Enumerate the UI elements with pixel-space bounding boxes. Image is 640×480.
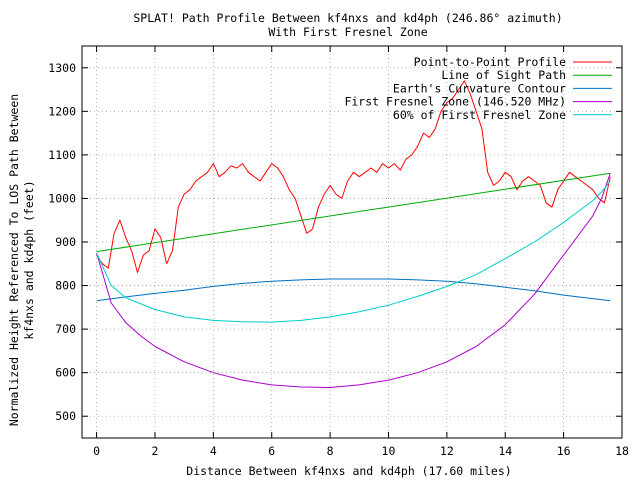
- series-line-point-to-point-profile: [96, 80, 611, 273]
- axis-ticks: 500 600 700 800 900 1000 1100 1200 1300 0 2 4 6 8 10 12…: [48, 46, 629, 458]
- legend-label-earth-s-curvature-contour: Earth's Curvature Contour: [393, 81, 566, 95]
- x-tick-label: 10: [382, 444, 396, 458]
- y-tick-label: 500: [55, 409, 76, 423]
- plot-frame: [81, 45, 623, 439]
- series-lines: [96, 80, 611, 388]
- y-tick-label: 900: [55, 235, 76, 249]
- legend-label-point-to-point-profile: Point-to-Point Profile: [414, 55, 566, 69]
- y-tick-label: 1200: [48, 104, 76, 118]
- y-axis-label-line-1: Normalized Height Referenced To LOS Path…: [7, 94, 21, 426]
- x-tick-label: 0: [93, 444, 100, 458]
- y-tick-label: 1000: [48, 191, 76, 205]
- chart-subtitle: With First Fresnel Zone: [268, 25, 427, 39]
- chart-title: SPLAT! Path Profile Between kf4nxs and k…: [133, 11, 562, 25]
- x-tick-label: 16: [557, 444, 571, 458]
- y-tick-label: 700: [55, 322, 76, 336]
- x-axis-label: Distance Between kf4nxs and kd4ph (17.60…: [186, 464, 511, 478]
- x-tick-label: 12: [440, 444, 454, 458]
- x-tick-label: 2: [152, 444, 159, 458]
- x-tick-label: 18: [615, 444, 629, 458]
- legend-label-first-fresnel-zone-146-520-mhz: First Fresnel Zone (146.520 MHz): [344, 95, 566, 109]
- y-tick-label: 1300: [48, 61, 76, 75]
- y-tick-label: 800: [55, 279, 76, 293]
- y-tick-label: 600: [55, 366, 76, 380]
- y-axis-label-line-2: kf4nxs and kd4ph (feet): [22, 180, 36, 339]
- x-tick-label: 6: [268, 444, 275, 458]
- x-tick-label: 14: [498, 444, 512, 458]
- y-tick-label: 1100: [48, 148, 76, 162]
- x-tick-label: 4: [210, 444, 217, 458]
- series-line-line-of-sight-path: [96, 172, 611, 253]
- legend-label-60-of-first-fresnel-zone: 60% of First Fresnel Zone: [393, 108, 566, 122]
- x-tick-label: 8: [327, 444, 334, 458]
- legend-label-line-of-sight-path: Line of Sight Path: [441, 68, 566, 82]
- series-line-earth-s-curvature-contour: [96, 278, 611, 302]
- series-line-60-of-first-fresnel-zone: [96, 180, 611, 323]
- series-line-first-fresnel-zone-146-520-mhz: [96, 173, 611, 388]
